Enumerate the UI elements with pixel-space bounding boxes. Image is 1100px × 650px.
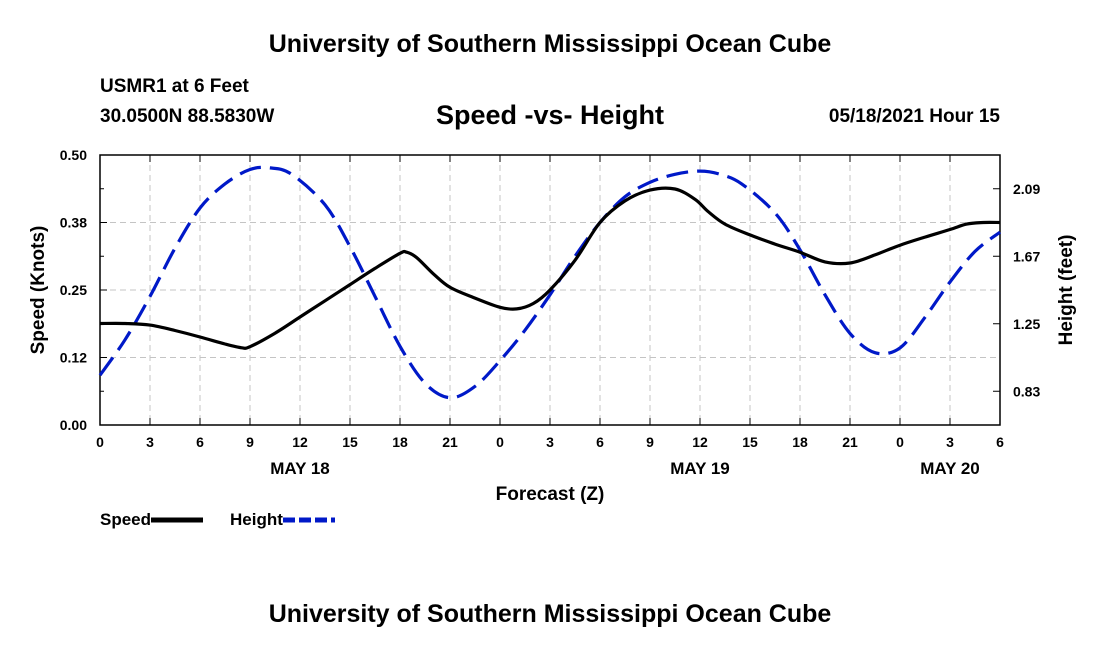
speed-height-chart: 0 3 6 9 12 15 18 21 0 3 6 9 12 15 18 21 0 3 6 MAY 18 MAY 19 M… (28, 147, 1077, 505)
x-tick-label: 21 (842, 434, 858, 450)
x-tick-label: 9 (246, 434, 254, 450)
y-axis-label-right: Height (feet) (1056, 235, 1077, 346)
x-tick-label: 15 (342, 434, 358, 450)
date-label: MAY 19 (670, 459, 730, 478)
x-tick-label: 6 (996, 434, 1004, 450)
x-tick-label: 3 (146, 434, 154, 450)
y-tick-label-right: 2.09 (1013, 181, 1040, 197)
x-tick-label: 15 (742, 434, 758, 450)
y-tick-label-right: 0.83 (1013, 383, 1040, 399)
x-tick-label: 18 (392, 434, 408, 450)
legend-speed-swatch (151, 517, 204, 523)
series-line-height (98, 165, 1001, 400)
chart-title: Speed -vs- Height (435, 100, 665, 130)
datetime-label: 05/18/2021 Hour 15 (828, 106, 1000, 127)
x-tick-label: 9 (646, 434, 654, 450)
footer-title: University of Southern Mississippi Ocean… (268, 600, 832, 628)
x-tick-label: 6 (196, 434, 204, 450)
x-tick-label: 3 (946, 434, 954, 450)
grid (100, 155, 1000, 425)
y-tick-label-left: 0.25 (60, 282, 87, 298)
series (98, 165, 1001, 400)
x-tick-label: 0 (496, 434, 504, 450)
x-tick-label: 12 (692, 434, 708, 450)
station-label: USMR1 at 6 Feet (100, 76, 249, 97)
y-tick-label-left: 0.12 (60, 350, 87, 366)
axes: 0 3 6 9 12 15 18 21 0 3 6 9 12 15 18 21 0 3 6 MAY 18 MAY 19 M… (60, 147, 1041, 478)
y-tick-label-left: 0.38 (60, 215, 87, 231)
x-tick-label: 0 (96, 434, 104, 450)
x-tick-label: 21 (442, 434, 458, 450)
x-tick-label: 18 (792, 434, 808, 450)
y-tick-label-left: 0.50 (60, 147, 87, 163)
legend-height-label: Height (230, 510, 283, 529)
y-tick-label-right: 1.25 (1013, 316, 1040, 332)
legend-speed-label: Speed (100, 510, 152, 529)
coordinates-label: 30.0500N 88.5830W (100, 106, 275, 127)
x-tick-label: 0 (896, 434, 904, 450)
legend-height: Height (230, 510, 337, 530)
x-axis-label: Forecast (Z) (496, 484, 605, 505)
y-axis-label-left: Speed (Knots) (28, 226, 49, 355)
date-label: MAY 20 (920, 459, 980, 478)
x-tick-label: 3 (546, 434, 554, 450)
y-tick-label-left: 0.00 (60, 417, 87, 433)
x-tick-label: 6 (596, 434, 604, 450)
y-tick-label-right: 1.67 (1013, 248, 1040, 264)
x-tick-label: 12 (292, 434, 308, 450)
series-line-speed (99, 186, 1001, 350)
legend-speed: Speed (100, 510, 205, 530)
page-title: University of Southern Mississippi Ocean… (268, 30, 832, 58)
legend-height-swatch (282, 517, 335, 523)
date-label: MAY 18 (270, 459, 330, 478)
